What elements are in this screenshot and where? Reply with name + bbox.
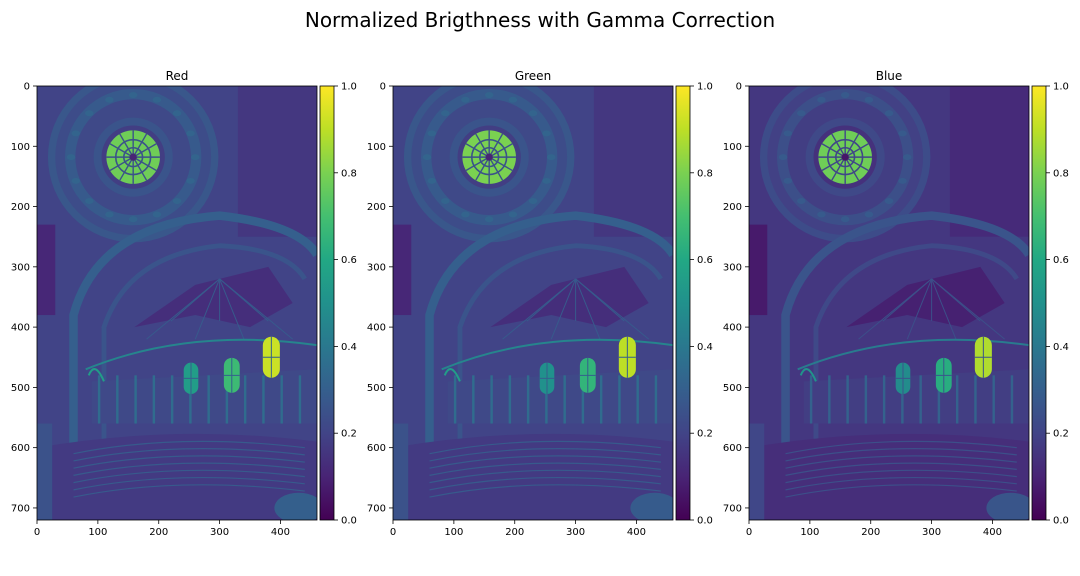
y-tick-label: 500	[11, 383, 30, 394]
y-tick-label: 700	[11, 503, 30, 514]
arch	[781, 211, 1029, 520]
colorbar: 0.0 0.2 0.4 0.6 0.8 1.0	[675, 82, 713, 527]
apse-rim	[797, 338, 1029, 371]
x-tick-label: 0	[34, 527, 40, 538]
x-tick-label: 100	[800, 527, 819, 538]
colorbar-tick-label: 0.4	[697, 342, 713, 353]
colorbar-tick-label: 1.0	[697, 82, 713, 93]
axes-frame	[392, 85, 674, 521]
y-tick-label: 600	[11, 443, 30, 454]
y-tick-label: 200	[723, 202, 742, 213]
apse-rim	[85, 338, 317, 371]
x-tick-label: 300	[210, 527, 229, 538]
colorbar-tick-label: 0.0	[341, 516, 357, 527]
colorbar-gradient	[319, 85, 335, 521]
x-tick-label: 0	[746, 527, 752, 538]
x-tick-label: 300	[922, 527, 941, 538]
colorbar-tick-label: 0.4	[341, 342, 357, 353]
arch	[425, 211, 673, 520]
y-tick-label: 600	[723, 443, 742, 454]
colorbar-tick-label: 1.0	[341, 82, 357, 93]
y-tick-label: 300	[723, 262, 742, 273]
colorbar-gradient	[675, 85, 691, 521]
colorbar-tick-label: 0.0	[697, 516, 713, 527]
y-tick-label: 0	[736, 82, 742, 93]
axes-frame	[36, 85, 318, 521]
arch	[69, 211, 317, 520]
y-tick-label: 400	[11, 323, 30, 334]
colorbar-tick-label: 0.6	[1053, 255, 1069, 266]
figure-title: Normalized Brigthness with Gamma Correct…	[304, 8, 776, 32]
apse-rim	[441, 338, 673, 371]
heatmap-panel-green: Green 0 100 200 300 400 0 100 200 300 400 500 600 700…	[367, 69, 713, 538]
colorbar-tick-label: 0.6	[341, 255, 357, 266]
y-tick-label: 700	[723, 503, 742, 514]
y-tick-label: 200	[11, 202, 30, 213]
heatmap-image	[37, 86, 317, 520]
y-tick-label: 0	[380, 82, 386, 93]
axes-frame	[748, 85, 1030, 521]
y-tick-label: 100	[723, 142, 742, 153]
panel-title: Red	[166, 69, 189, 83]
y-tick-label: 400	[723, 323, 742, 334]
x-tick-label: 0	[390, 527, 396, 538]
heatmap-panel-blue: Blue 0 100 200 300 400 0 100 200 300 400 500 600 700 0…	[723, 69, 1069, 538]
colorbar-tick-label: 0.2	[697, 429, 713, 440]
y-tick-label: 300	[11, 262, 30, 273]
x-tick-label: 200	[505, 527, 524, 538]
y-tick-label: 100	[11, 142, 30, 153]
y-tick-label: 300	[367, 262, 386, 273]
colorbar-tick-label: 0.2	[341, 429, 357, 440]
heatmap-image	[749, 86, 1029, 520]
panel-title: Blue	[876, 69, 903, 83]
colorbar-tick-label: 0.4	[1053, 342, 1069, 353]
colorbar: 0.0 0.2 0.4 0.6 0.8 1.0	[319, 82, 357, 527]
x-tick-label: 200	[861, 527, 880, 538]
x-tick-label: 300	[566, 527, 585, 538]
colorbar-tick-label: 0.8	[1053, 168, 1069, 179]
heatmap-panel-red: Red 0 100 200 300 400 0 100 200 300 400 500 600 700 0.…	[11, 69, 357, 538]
y-tick-label: 0	[24, 82, 30, 93]
colorbar-gradient	[1031, 85, 1047, 521]
x-tick-label: 400	[983, 527, 1002, 538]
y-tick-label: 700	[367, 503, 386, 514]
y-tick-label: 500	[723, 383, 742, 394]
colorbar-tick-label: 0.0	[1053, 516, 1069, 527]
colorbar: 0.0 0.2 0.4 0.6 0.8 1.0	[1031, 82, 1069, 527]
colorbar-tick-label: 1.0	[1053, 82, 1069, 93]
y-tick-label: 600	[367, 443, 386, 454]
colorbar-tick-label: 0.2	[1053, 429, 1069, 440]
y-tick-label: 500	[367, 383, 386, 394]
x-tick-label: 200	[149, 527, 168, 538]
x-tick-label: 100	[444, 527, 463, 538]
x-tick-label: 400	[271, 527, 290, 538]
heatmap-image	[393, 86, 673, 520]
x-tick-label: 400	[627, 527, 646, 538]
x-tick-label: 100	[88, 527, 107, 538]
colorbar-tick-label: 0.6	[697, 255, 713, 266]
y-tick-label: 200	[367, 202, 386, 213]
y-tick-label: 100	[367, 142, 386, 153]
panel-title: Green	[515, 69, 551, 83]
colorbar-tick-label: 0.8	[697, 168, 713, 179]
y-tick-label: 400	[367, 323, 386, 334]
colorbar-tick-label: 0.8	[341, 168, 357, 179]
